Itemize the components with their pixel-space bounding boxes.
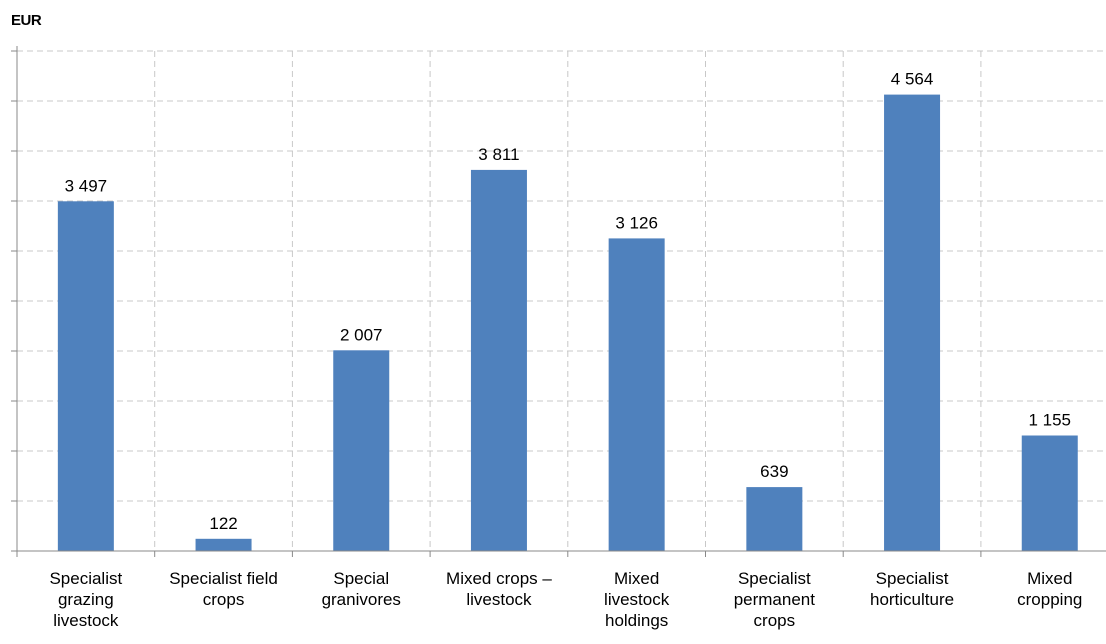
axes: [11, 46, 1106, 557]
category-label-line: livestock: [466, 590, 532, 609]
category-label-line: cropping: [1017, 590, 1082, 609]
category-label-line: Special: [333, 569, 389, 588]
bars: [57, 94, 1078, 552]
category-label-line: crops: [203, 590, 245, 609]
category-label-line: Specialist field: [169, 569, 278, 588]
bar: [57, 201, 114, 552]
category-label-line: granivores: [322, 590, 401, 609]
x-axis-category-label: Specialist grazing livestock: [49, 569, 122, 630]
x-axis-category-label: Mixed crops – livestock: [446, 569, 552, 609]
category-label-line: Specialist: [738, 569, 811, 588]
bar-value-label: 3 811: [478, 145, 519, 164]
category-label-line: grazing: [58, 590, 114, 609]
category-label-line: horticulture: [870, 590, 954, 609]
bar: [195, 538, 252, 551]
x-axis-category-label: Special granivores: [322, 569, 401, 609]
bar-value-label: 3 126: [615, 213, 658, 232]
y-axis-unit-label: EUR: [11, 12, 42, 29]
category-label-line: crops: [754, 611, 796, 630]
category-label-line: Mixed: [614, 569, 659, 588]
labels: 3 497 Specialist grazing livestock 122 Specia…: [49, 70, 1082, 630]
bar: [746, 487, 803, 551]
category-label-line: permanent: [734, 590, 816, 609]
x-axis-category-label: Mixed livestock holdings: [604, 569, 670, 630]
x-axis-category-label: Specialist horticulture: [870, 569, 954, 609]
bar: [884, 94, 941, 551]
category-label-line: livestock: [53, 611, 119, 630]
bar-value-label: 4 564: [891, 70, 934, 89]
bar-value-label: 1 155: [1028, 411, 1071, 430]
category-label-line: Mixed crops –: [446, 569, 552, 588]
category-label-line: holdings: [605, 611, 668, 630]
bar: [470, 169, 527, 551]
x-axis-category-label: Mixed cropping: [1017, 569, 1082, 609]
category-label-line: Specialist: [876, 569, 949, 588]
bar: [333, 350, 390, 551]
bar-value-label: 2 007: [340, 325, 383, 344]
category-label-line: livestock: [604, 590, 670, 609]
x-axis-category-label: Specialist field crops: [169, 569, 278, 609]
grid-lines: [17, 50, 1106, 551]
category-label-line: Mixed: [1027, 569, 1072, 588]
bar: [1021, 435, 1078, 551]
bar: [608, 238, 665, 551]
bar-value-label: 3 497: [65, 176, 108, 195]
x-axis-category-label: Specialist permanent crops: [734, 569, 816, 630]
bar-value-label: 639: [760, 462, 788, 481]
bar-value-label: 122: [209, 514, 237, 533]
category-label-line: Specialist: [49, 569, 122, 588]
